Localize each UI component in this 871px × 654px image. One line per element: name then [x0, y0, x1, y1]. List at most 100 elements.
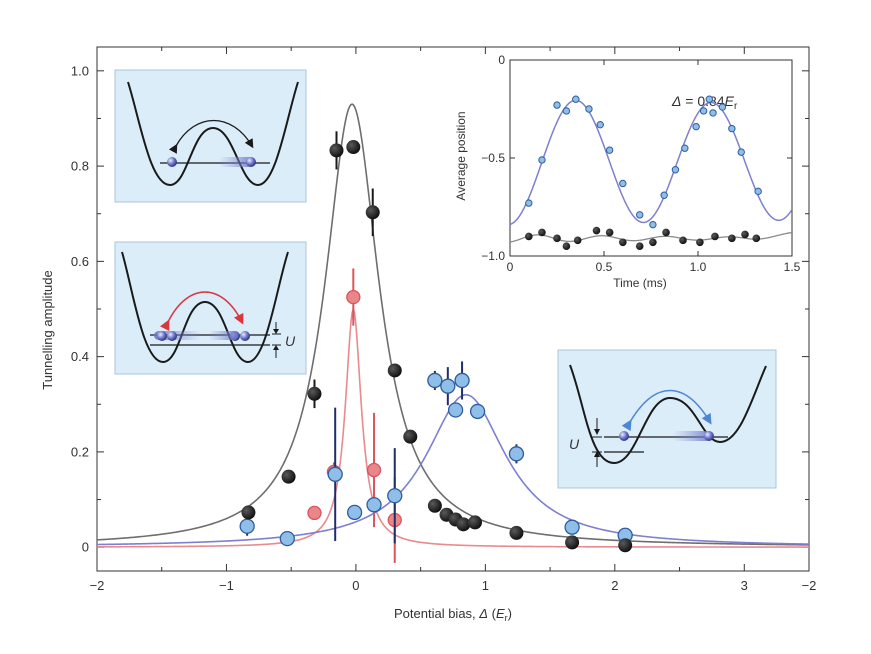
black-data-point	[281, 469, 296, 484]
main-axes: −2 −1 0 1 2 3 −2 0 0.2 0.4 0.6 0.8 1.0	[71, 46, 817, 593]
inset-blue-point	[660, 191, 668, 199]
inset-x-tick-label: 1.0	[690, 260, 707, 274]
inset-blue-point	[538, 156, 546, 164]
x-tick-label: 2	[611, 578, 618, 593]
inset-blue-point	[619, 179, 627, 188]
inset-y-axis-title: Average position	[454, 111, 468, 200]
inset-blue-point	[525, 199, 533, 207]
y-tick-label: 1.0	[71, 63, 89, 78]
inset-blue-point	[728, 124, 736, 133]
blue-data-point	[366, 497, 382, 513]
black-data-point	[468, 515, 483, 530]
inset-y-tick-label: −0.5	[481, 151, 505, 165]
inset-blue-point	[754, 187, 762, 196]
inset-black-point	[649, 238, 657, 247]
inset-black-point	[635, 242, 644, 250]
black-data-point	[618, 538, 633, 553]
blue-data-point	[427, 372, 443, 389]
inset-blue-point	[692, 122, 700, 131]
blue-data-point	[469, 403, 486, 420]
double-well-potential	[127, 81, 299, 187]
black-data-point	[456, 517, 471, 532]
red-data-point	[366, 462, 382, 478]
black-data-point	[365, 205, 380, 220]
double-well-potential	[121, 251, 289, 364]
inset-annotation: Δ = 0.84Er	[671, 93, 738, 112]
blue-data-point	[346, 504, 363, 521]
atom	[167, 157, 177, 167]
biased-tunnelling-arrow	[621, 389, 712, 432]
inset-black-point	[752, 234, 761, 243]
inset-blue-point	[718, 103, 727, 111]
red-fit-curve	[97, 306, 809, 548]
inset-blue-point	[705, 95, 713, 103]
x-tick-label: −2	[802, 578, 817, 593]
pair-tunnelling-arrow	[159, 291, 244, 332]
inset-blue-point	[649, 220, 657, 229]
y-axis-title: Tunnelling amplitude	[40, 270, 55, 389]
inset-blue-point	[585, 105, 593, 113]
blue-data-point	[447, 402, 464, 418]
interaction-label: U	[285, 333, 296, 349]
black-data-point	[509, 525, 524, 540]
black-data-point	[387, 363, 402, 378]
inset-x-tick-label: 1.5	[784, 260, 801, 274]
inset-oscillation-plot: Δ = 0.84Er 0 0.5 1.0 1.5 0 −0.5 −1.0	[481, 53, 800, 274]
inset-blue-point	[572, 95, 580, 103]
x-tick-label: 3	[741, 578, 748, 593]
x-tick-label: −1	[219, 578, 234, 593]
black-data-point	[241, 505, 256, 520]
inset-black-point	[562, 242, 571, 250]
inset-black-point	[741, 230, 749, 239]
inset-blue-point	[636, 211, 644, 219]
inset-black-point	[728, 234, 736, 243]
inset-blue-point	[671, 166, 680, 174]
inset-black-point	[619, 238, 627, 247]
inset-black-point	[573, 236, 582, 245]
blue-data-point	[327, 466, 343, 482]
y-tick-label: 0.8	[71, 159, 89, 174]
x-tick-label: −2	[90, 578, 105, 593]
y-tick-label: 0.4	[71, 349, 89, 364]
blue-data-point	[239, 518, 255, 534]
inset-black-point	[679, 236, 687, 245]
blue-data-point	[564, 519, 580, 535]
inset-black-point	[538, 228, 546, 237]
inset-blue-point	[681, 144, 689, 152]
blue-data-point	[440, 378, 456, 394]
inset-blue-point	[605, 146, 614, 154]
blue-data-point	[279, 530, 295, 547]
y-tick-label: 0.6	[71, 254, 89, 269]
black-fit-curve	[97, 103, 809, 546]
y-tick-label: 0	[82, 540, 89, 555]
inset-x-axis-title: Time (ms)	[613, 276, 667, 290]
biased-well-potential	[569, 364, 767, 465]
atom-cloud	[218, 157, 254, 167]
black-data-point	[565, 535, 580, 550]
x-tick-label: 1	[482, 578, 489, 593]
blue-data-point	[387, 488, 403, 504]
interaction-label: U	[569, 436, 580, 452]
inset-x-tick-label: 0.5	[596, 260, 613, 274]
y-tick-label: 0.2	[71, 444, 89, 459]
inset-y-tick-label: −1.0	[481, 249, 505, 263]
inset-black-point	[662, 228, 670, 237]
inset-blue-fit	[510, 99, 792, 226]
black-data-point	[427, 498, 442, 513]
red-data-point	[346, 289, 361, 305]
inset-x-tick-label: 0	[507, 260, 514, 274]
inset-blue-point	[709, 109, 717, 117]
x-axis-title: Potential bias, Δ (Er)	[394, 606, 512, 623]
inset-black-point	[605, 228, 614, 237]
inset-y-tick-label: 0	[498, 53, 505, 67]
tunnelling-arrow	[168, 120, 254, 154]
inset-blue-point	[562, 107, 571, 115]
inset-black-point	[711, 232, 719, 241]
red-data-point	[307, 505, 322, 521]
inset-black-point	[592, 226, 601, 235]
inset-blue-point	[737, 148, 745, 156]
schematic-symmetric-double-well	[114, 69, 307, 203]
black-data-point	[307, 386, 322, 401]
inset-black-point	[525, 232, 533, 241]
